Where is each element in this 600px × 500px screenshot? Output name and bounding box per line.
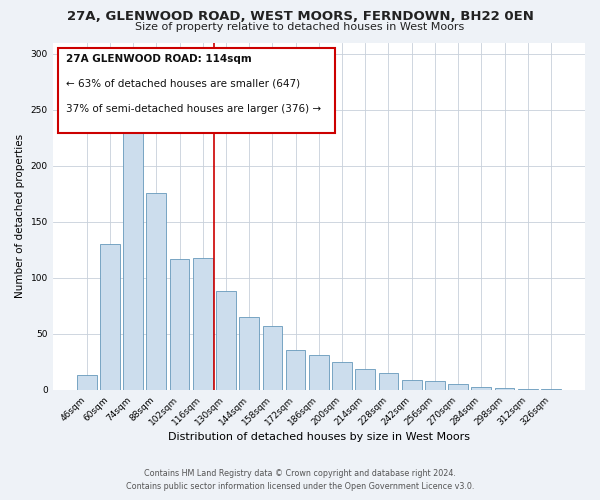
X-axis label: Distribution of detached houses by size in West Moors: Distribution of detached houses by size … xyxy=(168,432,470,442)
Bar xyxy=(170,259,190,390)
Text: 27A GLENWOOD ROAD: 114sqm: 27A GLENWOOD ROAD: 114sqm xyxy=(66,54,252,64)
Bar xyxy=(425,381,445,390)
Bar xyxy=(472,386,491,390)
Bar xyxy=(193,258,212,390)
Bar xyxy=(402,380,422,390)
Bar xyxy=(146,192,166,390)
Bar xyxy=(263,326,282,390)
Bar xyxy=(239,317,259,390)
Bar xyxy=(123,121,143,390)
Bar xyxy=(77,376,97,390)
Bar xyxy=(518,389,538,390)
Bar xyxy=(448,384,468,390)
Text: 37% of semi-detached houses are larger (376) →: 37% of semi-detached houses are larger (… xyxy=(66,104,321,114)
FancyBboxPatch shape xyxy=(58,48,335,133)
Text: Size of property relative to detached houses in West Moors: Size of property relative to detached ho… xyxy=(136,22,464,32)
Text: 27A, GLENWOOD ROAD, WEST MOORS, FERNDOWN, BH22 0EN: 27A, GLENWOOD ROAD, WEST MOORS, FERNDOWN… xyxy=(67,10,533,23)
Text: Contains HM Land Registry data © Crown copyright and database right 2024.
Contai: Contains HM Land Registry data © Crown c… xyxy=(126,469,474,491)
Bar xyxy=(286,350,305,390)
Bar xyxy=(494,388,514,390)
Bar xyxy=(216,292,236,390)
Bar xyxy=(309,355,329,390)
Text: ← 63% of detached houses are smaller (647): ← 63% of detached houses are smaller (64… xyxy=(66,79,300,89)
Bar xyxy=(541,389,561,390)
Y-axis label: Number of detached properties: Number of detached properties xyxy=(15,134,25,298)
Bar xyxy=(379,373,398,390)
Bar xyxy=(332,362,352,390)
Bar xyxy=(355,368,375,390)
Bar xyxy=(100,244,120,390)
